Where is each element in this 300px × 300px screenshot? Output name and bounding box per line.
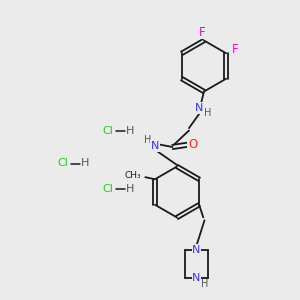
Text: H: H <box>204 108 211 118</box>
Text: N: N <box>151 141 160 151</box>
Text: H: H <box>201 279 208 289</box>
Text: N: N <box>192 273 201 283</box>
Text: N: N <box>192 245 201 255</box>
Text: Cl: Cl <box>58 158 68 169</box>
Text: O: O <box>188 137 197 151</box>
Text: F: F <box>199 26 206 39</box>
Text: H: H <box>81 158 90 169</box>
Text: CH₃: CH₃ <box>124 170 141 179</box>
Text: H: H <box>126 184 135 194</box>
Text: N: N <box>195 103 204 113</box>
Text: Cl: Cl <box>103 125 113 136</box>
Text: H: H <box>126 125 135 136</box>
Text: H: H <box>144 135 151 146</box>
Text: F: F <box>232 43 239 56</box>
Text: Cl: Cl <box>103 184 113 194</box>
